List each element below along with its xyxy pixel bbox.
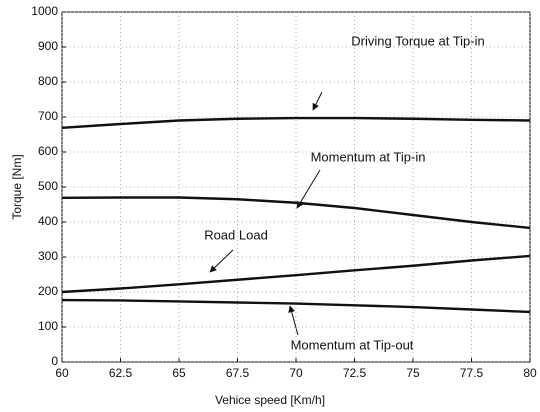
y-tick-label: 700 (38, 109, 58, 123)
x-tick-label: 77.5 (460, 366, 484, 380)
y-tick-label: 0 (51, 354, 58, 368)
arrow (296, 169, 321, 209)
annotation: Driving Torque at Tip-in (351, 33, 484, 48)
arrow (288, 305, 299, 336)
annotation: Road Load (204, 227, 268, 242)
x-axis-label: Vehice speed [Km/h] (215, 393, 325, 407)
y-tick-label: 300 (38, 249, 58, 263)
y-axis-label: Torque [Nm] (10, 154, 24, 219)
annotation: Momentum at Tip-out (291, 337, 414, 352)
y-tick-label: 1000 (31, 4, 58, 18)
annotation: Momentum at Tip-in (311, 149, 426, 164)
arrow (209, 249, 234, 273)
series-line (61, 254, 531, 294)
y-tick-label: 900 (38, 39, 58, 53)
x-tick-label: 80 (523, 366, 537, 380)
series-line (61, 196, 531, 230)
arrow (312, 91, 323, 111)
x-tick-label: 62.5 (109, 366, 133, 380)
x-tick-label: 75 (406, 366, 420, 380)
x-tick-label: 70 (289, 366, 303, 380)
y-tick-label: 600 (38, 144, 58, 158)
y-tick-label: 800 (38, 74, 58, 88)
x-tick-label: 67.5 (226, 366, 250, 380)
series-line (61, 116, 531, 130)
y-tick-label: 200 (38, 284, 58, 298)
series-line (61, 298, 531, 314)
y-tick-label: 500 (38, 179, 58, 193)
x-tick-label: 60 (55, 366, 69, 380)
x-tick-label: 72.5 (343, 366, 367, 380)
y-tick-label: 400 (38, 214, 58, 228)
y-tick-label: 100 (38, 319, 58, 333)
x-tick-label: 65 (172, 366, 186, 380)
